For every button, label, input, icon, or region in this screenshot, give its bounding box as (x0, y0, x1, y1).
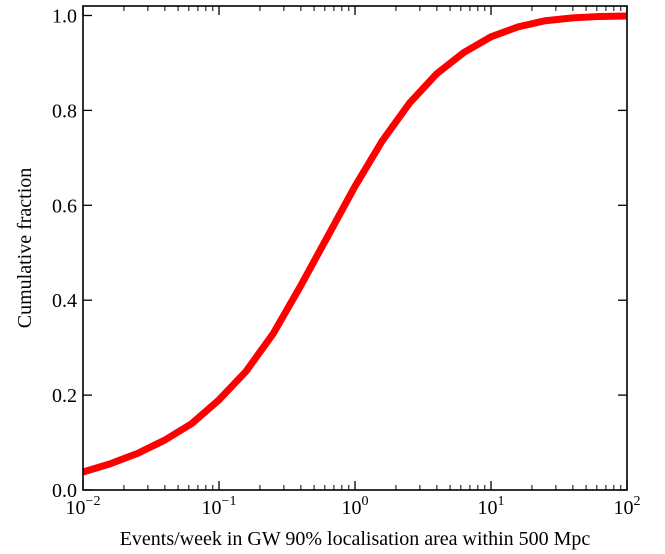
tick-labels: 10−2 10−1 100 101 102 0.0 0.2 0.4 0.6 0.8 1.0 (52, 5, 641, 519)
y-tick-label-2: 0.4 (52, 290, 77, 312)
y-tick-label-5: 1.0 (52, 5, 77, 27)
y-tick-label-0: 0.0 (52, 480, 77, 502)
x-tick-label-4: 102 (614, 494, 641, 519)
x-tick-label-2: 100 (342, 494, 369, 519)
y-tick-label-3: 0.6 (52, 195, 77, 217)
y-tick-label-1: 0.2 (52, 385, 77, 407)
y-tick-label-4: 0.8 (52, 100, 77, 122)
x-tick-label-3: 101 (478, 494, 505, 519)
series-line-0 (81, 12, 628, 476)
series-group (81, 12, 628, 476)
y-axis-label: Cumulative fraction (14, 168, 36, 329)
x-axis-label: Events/week in GW 90% localisation area … (120, 528, 591, 550)
plot-frame (82, 5, 628, 491)
x-tick-label-1: 10−1 (202, 494, 237, 519)
x-tick-label-0: 10−2 (66, 494, 101, 519)
axis-ticks (82, 6, 628, 491)
